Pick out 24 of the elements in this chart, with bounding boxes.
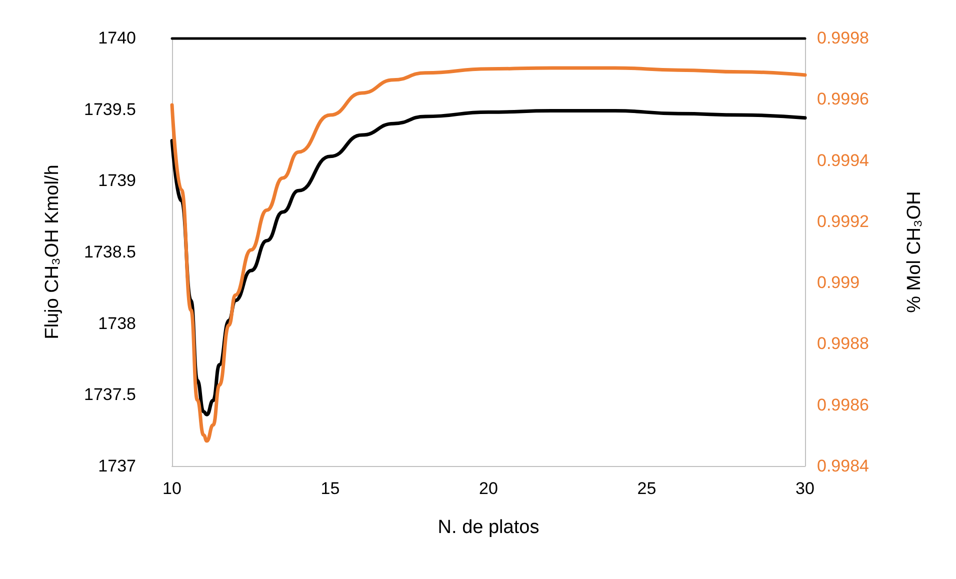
- y2-tick-label: 0.999: [817, 273, 860, 292]
- y2-tick-label: 0.9988: [817, 334, 869, 354]
- y-tick-label: 1738: [98, 314, 136, 333]
- x-axis-title: N. de platos: [438, 517, 540, 538]
- x-tick-label: 25: [637, 479, 656, 498]
- x-tick-label: 15: [320, 479, 340, 498]
- y-axis-title: Flujo CH₃OH Kmol/h: [42, 164, 63, 340]
- y2-tick-label: 0.9992: [817, 212, 869, 231]
- y2-tick-label: 0.9986: [817, 395, 869, 414]
- y2-tick-label: 0.9984: [817, 456, 869, 476]
- x-tick-label: 10: [162, 479, 182, 498]
- x-tick-label: 30: [796, 479, 814, 498]
- y-tick-label: 1739: [98, 171, 136, 190]
- x-tick-label: 20: [479, 479, 498, 498]
- y-tick-label: 1740: [98, 28, 136, 48]
- y-tick-label: 1738.5: [84, 242, 136, 262]
- y2-tick-label: 0.9994: [817, 150, 869, 170]
- y2-axis-title: % Mol CH₃OH: [904, 191, 925, 313]
- y-tick-label: 1737.5: [84, 385, 136, 404]
- y-tick-label: 1737: [98, 456, 136, 476]
- y2-tick-label: 0.9996: [817, 90, 869, 109]
- y-tick-label: 1739.5: [84, 100, 136, 119]
- y2-tick-label: 0.9998: [817, 28, 869, 48]
- line-series: [170, 66, 807, 443]
